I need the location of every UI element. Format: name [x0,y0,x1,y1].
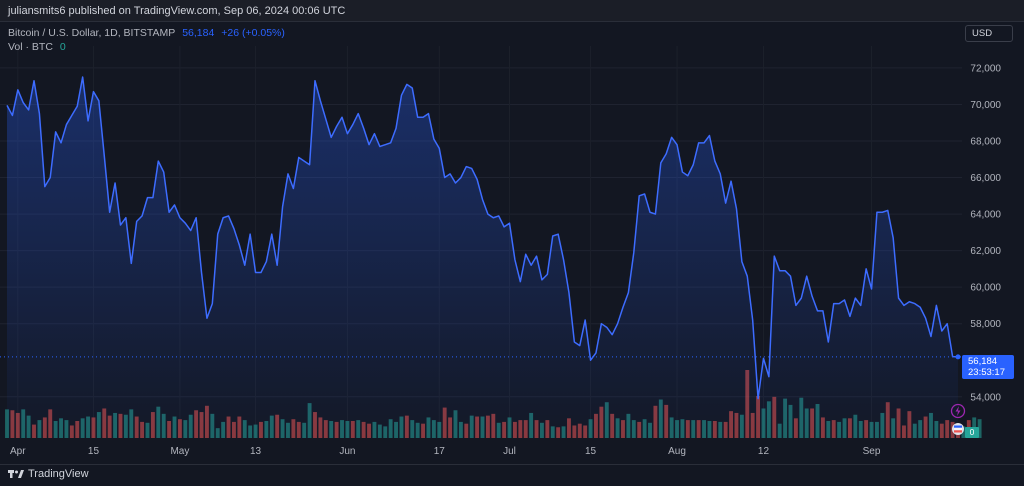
time-tick-label: 15 [585,446,597,457]
price-tick-label: 62,000 [970,246,1001,257]
time-tick-label: Jul [503,446,516,457]
price-tick-label: 64,000 [970,210,1001,221]
price-line [6,76,959,400]
time-tick-label: Aug [668,446,686,457]
time-tick-label: 15 [88,446,100,457]
symbol-legend: Bitcoin / U.S. Dollar, 1D, BITSTAMP 56,1… [8,27,289,39]
publisher-bar: juliansmits6 published on TradingView.co… [0,0,1024,22]
time-tick-label: Sep [863,446,881,457]
currency-button[interactable]: USD [965,25,1013,42]
flag-icon[interactable] [952,423,964,435]
bar-countdown: 23:53:17 [968,367,1005,378]
time-tick-label: 13 [250,446,262,457]
price-tick-label: 68,000 [970,137,1001,148]
publisher-text: juliansmits6 published on TradingView.co… [8,5,346,17]
tradingview-logo-icon [8,470,24,478]
last-price: 56,184 [182,27,215,39]
price-tick-label: 72,000 [970,63,1001,74]
price-tick-label: 54,000 [970,392,1001,403]
current-price-value: 56,184 [968,356,998,367]
price-tick-label: 70,000 [970,100,1001,111]
price-tick-label: 58,000 [970,319,1001,330]
volume-tag: 0 [965,427,979,438]
time-tick-label: Jun [339,446,355,457]
volume-legend: Vol · BTC 0 [8,41,70,53]
price-change: +26 (+0.05%) [221,27,285,39]
time-tick-label: May [170,446,189,457]
symbol-name[interactable]: Bitcoin / U.S. Dollar, 1D, BITSTAMP [8,27,176,39]
time-tick-label: 12 [758,446,770,457]
volume-bar [961,426,966,438]
price-tick-label: 60,000 [970,283,1001,294]
time-axis-labels: Apr 15 May 13 Jun 17 Jul 15 Aug 12 Sep [10,446,881,457]
tradingview-logo-text: TradingView [28,468,89,480]
price-scale-labels: 72,000 70,000 68,000 66,000 64,000 62,000 60,0… [970,63,1001,403]
footer-bar [0,464,1024,486]
price-tick-label: 66,000 [970,173,1001,184]
current-price-tag: 56,184 23:53:17 [962,355,1014,379]
last-price-dot [955,354,961,360]
volume-label[interactable]: Vol · BTC [8,41,53,53]
volume-bar [977,419,982,438]
price-area-fill [7,77,958,438]
lightning-icon[interactable] [950,403,966,419]
tradingview-logo[interactable]: TradingView [8,468,89,480]
price-chart[interactable]: 72,000 70,000 68,000 66,000 64,000 62,000 60,0… [0,22,1024,464]
time-tick-label: Apr [10,446,26,457]
volume-value: 0 [59,41,66,53]
time-tick-label: 17 [434,446,446,457]
